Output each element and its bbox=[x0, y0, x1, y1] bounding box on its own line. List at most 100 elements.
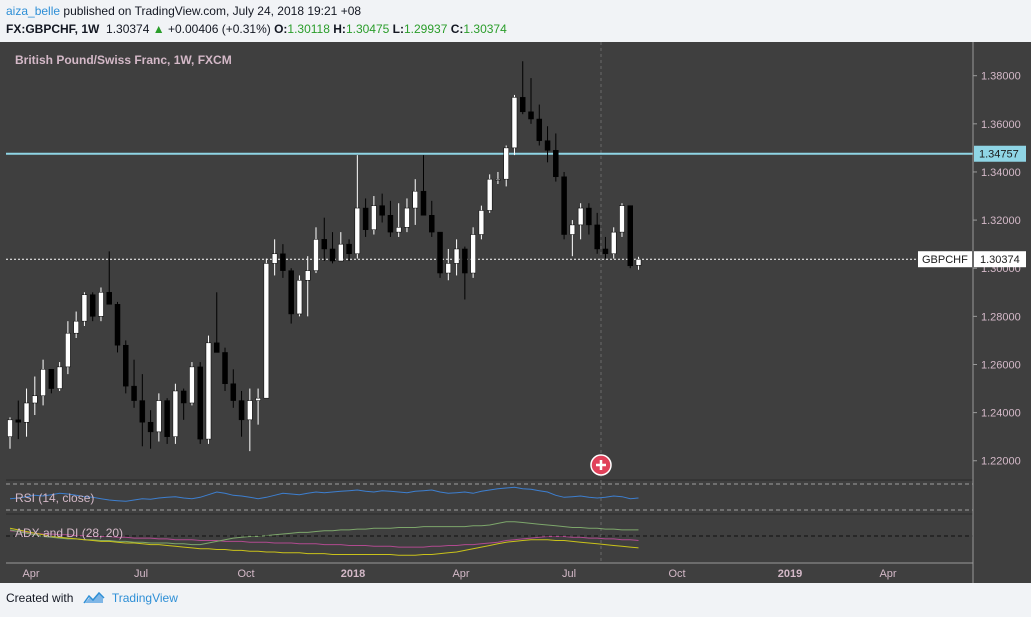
candle bbox=[89, 292, 96, 322]
candle-body bbox=[32, 395, 38, 404]
price-axis-label: 1.22000 bbox=[981, 456, 1021, 468]
candle bbox=[470, 227, 476, 278]
candle bbox=[379, 193, 385, 223]
candle bbox=[7, 417, 13, 449]
candle bbox=[197, 362, 203, 444]
candle bbox=[32, 376, 38, 416]
candle bbox=[544, 126, 551, 163]
time-axis-label: Jul bbox=[134, 568, 148, 580]
resistance-price-label: 1.34757 bbox=[979, 149, 1019, 161]
chart-title: British Pound/Swiss Franc, 1W, FXCM bbox=[15, 53, 232, 67]
close-label: C: bbox=[450, 22, 464, 36]
candle bbox=[81, 292, 88, 326]
change-value: +0.00406 (+0.31%) bbox=[167, 22, 271, 36]
add-plus-icon bbox=[590, 454, 612, 476]
candle bbox=[561, 171, 567, 240]
candle-body bbox=[536, 118, 543, 141]
candle-body bbox=[362, 207, 369, 230]
candle-body bbox=[602, 248, 609, 255]
candle bbox=[139, 374, 146, 447]
candle-body bbox=[172, 390, 179, 437]
candle-body bbox=[610, 231, 617, 255]
candle bbox=[404, 198, 410, 233]
candle bbox=[354, 155, 361, 259]
candle bbox=[395, 203, 402, 237]
candle bbox=[114, 301, 121, 353]
candle-body bbox=[40, 369, 46, 397]
candle bbox=[338, 232, 344, 262]
candle-body bbox=[214, 342, 220, 353]
last-price: 1.30374 bbox=[106, 22, 150, 36]
candle bbox=[40, 359, 46, 406]
candle bbox=[180, 388, 187, 420]
candle-body bbox=[81, 294, 88, 322]
candle bbox=[156, 393, 162, 442]
candle-body bbox=[15, 419, 22, 423]
candle bbox=[420, 155, 427, 216]
candle-body bbox=[139, 400, 146, 423]
candle-body bbox=[371, 205, 377, 230]
candle-body bbox=[7, 419, 13, 437]
candle bbox=[288, 268, 294, 324]
candle-body bbox=[222, 352, 228, 384]
candle-body bbox=[577, 207, 584, 226]
adx-line bbox=[9, 521, 639, 546]
candle-body bbox=[56, 366, 63, 389]
close-value: 1.30374 bbox=[463, 22, 507, 36]
candle bbox=[627, 205, 633, 269]
current-price-tag bbox=[974, 251, 1026, 268]
time-axis-label: Apr bbox=[879, 568, 896, 580]
candle bbox=[321, 217, 328, 261]
candle bbox=[280, 244, 286, 278]
candle bbox=[263, 258, 270, 399]
time-axis-label: Jul bbox=[562, 568, 576, 580]
candle-body bbox=[197, 366, 203, 440]
tradingview-link[interactable]: TradingView bbox=[111, 591, 178, 605]
candle bbox=[214, 292, 220, 353]
candle-body bbox=[453, 248, 460, 264]
candle-body bbox=[387, 215, 394, 233]
candle-body bbox=[230, 383, 237, 401]
candle-body bbox=[519, 97, 526, 113]
candle bbox=[23, 388, 30, 437]
candle bbox=[73, 311, 79, 339]
candle bbox=[329, 232, 336, 264]
candle bbox=[594, 212, 600, 254]
candle bbox=[495, 171, 501, 184]
candle bbox=[123, 340, 129, 394]
candle-body bbox=[569, 224, 576, 235]
candle-body bbox=[470, 234, 476, 274]
low-value: 1.29937 bbox=[404, 22, 448, 36]
time-axis-label: Apr bbox=[452, 568, 469, 580]
di-minus-line bbox=[9, 527, 639, 556]
candle-body bbox=[437, 231, 443, 274]
candle bbox=[205, 335, 212, 444]
candle-body bbox=[462, 248, 468, 274]
candle bbox=[610, 227, 617, 259]
candle-body bbox=[65, 332, 71, 368]
ohlc-line: FX:GBPCHF, 1W 1.30374 ▲ +0.00406 (+0.31%… bbox=[6, 22, 507, 36]
candle-body bbox=[114, 304, 121, 346]
candle bbox=[445, 248, 452, 281]
candle-body bbox=[189, 366, 195, 404]
candle-body bbox=[635, 258, 642, 266]
candle-body bbox=[404, 207, 410, 228]
candle-body bbox=[147, 421, 154, 433]
candle bbox=[172, 383, 179, 444]
price-chart[interactable]: RSI (14, close)40.0000ADX and DI (28, 20… bbox=[0, 42, 1031, 583]
author-link[interactable]: aiza_belle bbox=[6, 4, 61, 18]
candle bbox=[453, 239, 460, 276]
candle bbox=[238, 390, 245, 437]
candle bbox=[371, 196, 377, 235]
candle bbox=[478, 205, 485, 240]
candle-body bbox=[296, 280, 303, 315]
candle-body bbox=[412, 190, 418, 209]
candle bbox=[313, 227, 319, 274]
candle-body bbox=[238, 400, 245, 421]
rsi-label: RSI (14, close) bbox=[15, 491, 94, 505]
candle bbox=[147, 410, 154, 449]
candle bbox=[189, 362, 195, 406]
resistance-price-tag bbox=[974, 145, 1026, 162]
candle-body bbox=[544, 140, 551, 151]
candle-body bbox=[445, 263, 452, 274]
